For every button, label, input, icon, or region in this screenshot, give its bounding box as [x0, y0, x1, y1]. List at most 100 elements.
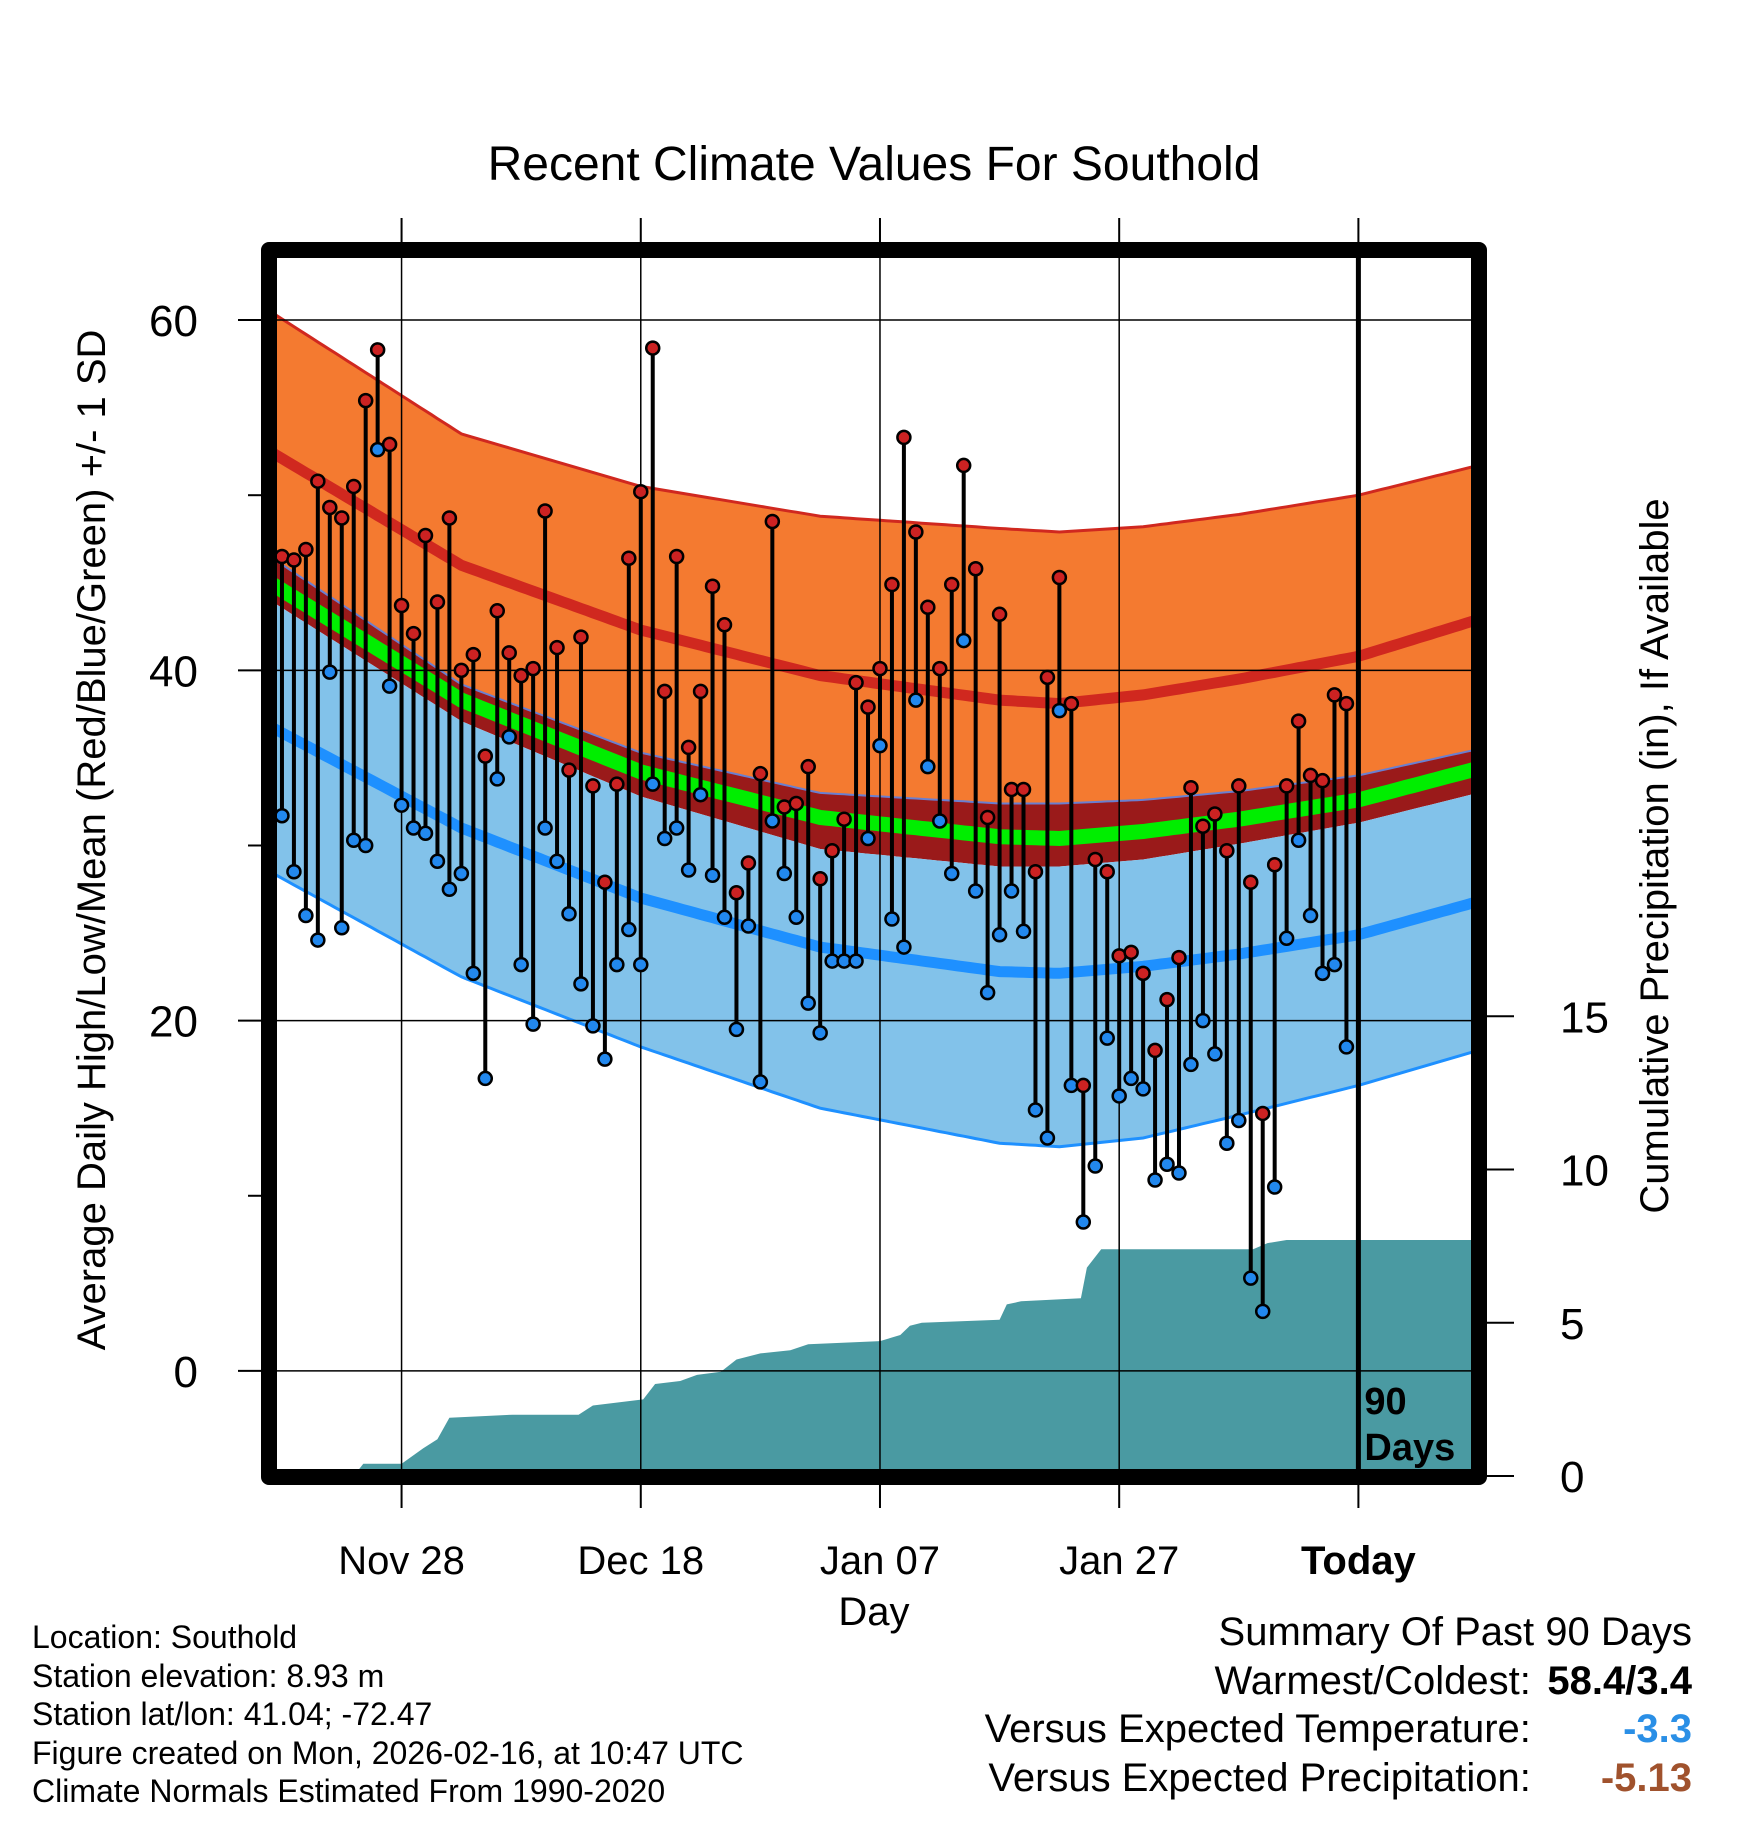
low-point: [1051, 702, 1068, 719]
high-point: [1195, 818, 1211, 834]
low-point: [1278, 930, 1295, 947]
high-point: [429, 594, 446, 610]
low-point: [1111, 1088, 1127, 1104]
high-point: [286, 552, 302, 568]
low-point: [692, 786, 709, 803]
high-point: [644, 340, 661, 356]
low-point: [1338, 1039, 1355, 1055]
low-point: [1171, 1165, 1187, 1181]
low-point: [932, 813, 948, 829]
high-point: [800, 758, 816, 775]
low-point: [322, 664, 338, 680]
summary-temp: Versus Expected Temperature: -3.3: [985, 1705, 1692, 1754]
y2-axis-label: Cumulative Precipitation (in), If Availa…: [1633, 498, 1677, 1213]
low-point: [1195, 1012, 1211, 1029]
high-point: [1039, 669, 1056, 686]
low-point: [381, 678, 398, 694]
low-point: [1219, 1135, 1235, 1151]
low-normal-band: [270, 600, 1478, 1147]
high-point: [920, 599, 936, 616]
low-point: [752, 1074, 769, 1090]
summary-title: Summary Of Past 90 Days: [1218, 1610, 1692, 1654]
low-point: [776, 865, 793, 882]
high-point: [561, 762, 577, 778]
low-point: [1003, 883, 1020, 899]
high-point: [1075, 1077, 1092, 1094]
low-point: [1123, 1070, 1139, 1087]
high-point: [884, 576, 900, 593]
high-point: [633, 483, 649, 500]
high-point: [573, 629, 589, 645]
low-point: [1159, 1156, 1175, 1172]
low-point: [465, 965, 482, 982]
low-point: [967, 883, 984, 899]
low-point: [585, 1018, 601, 1034]
high-point: [1219, 842, 1235, 859]
high-point: [1099, 864, 1115, 880]
low-point: [334, 920, 350, 936]
precip-value: -5.13: [1600, 1755, 1692, 1800]
high-point: [1063, 695, 1080, 712]
y-tick-label: 60: [149, 297, 198, 346]
y2-tick-label: 5: [1560, 1300, 1584, 1349]
high-point: [441, 510, 458, 526]
high-point: [824, 842, 840, 859]
high-point: [334, 510, 350, 526]
plot-frame: [261, 242, 1487, 1485]
low-point: [812, 1025, 828, 1041]
high-point: [465, 646, 482, 663]
summary-warmest-coldest: Warmest/Coldest: 58.4/3.4: [985, 1657, 1693, 1706]
high-point: [1159, 991, 1175, 1008]
low-point: [896, 939, 912, 955]
chart-title: Recent Climate Values For Southold: [488, 138, 1261, 191]
warmest-coldest-label: Warmest/Coldest:: [1214, 1658, 1531, 1703]
low-point: [1314, 965, 1331, 982]
high-point: [1231, 778, 1247, 794]
high-point: [1326, 687, 1343, 703]
low-point: [920, 758, 936, 775]
high-point: [1135, 965, 1151, 982]
high-point: [728, 885, 745, 901]
high-point: [752, 765, 769, 782]
high-point: [943, 576, 960, 593]
precip-area: [270, 1240, 1478, 1476]
low-point: [513, 956, 529, 973]
high-point: [788, 795, 805, 812]
low-point: [884, 911, 900, 927]
low-point: [561, 906, 577, 922]
summary-panel: Summary Of Past 90 Days Warmest/Coldest:…: [985, 1608, 1692, 1802]
high-point: [704, 578, 721, 595]
high-point: [764, 513, 781, 530]
low-point: [1015, 923, 1032, 940]
low-point: [573, 976, 589, 992]
high-point: [393, 597, 410, 614]
high-point: [836, 811, 852, 827]
low-point: [1147, 1172, 1163, 1188]
x-tick-label: Nov 28: [338, 1539, 465, 1583]
high-point: [1147, 1042, 1163, 1059]
high-point: [1183, 779, 1199, 796]
high-point: [597, 874, 613, 891]
low-point: [597, 1051, 613, 1067]
low-point: [764, 813, 781, 829]
summary-precip: Versus Expected Precipitation: -5.13: [985, 1754, 1692, 1803]
low-point: [298, 907, 314, 924]
today-label-days: Days: [1364, 1427, 1455, 1469]
x-axis-label: Day: [838, 1590, 909, 1634]
low-point: [943, 865, 960, 882]
low-point: [788, 909, 805, 926]
low-point: [429, 853, 446, 869]
low-point: [704, 867, 721, 884]
high-point: [537, 503, 553, 519]
high-point: [1290, 713, 1307, 729]
mean-normal-line: [270, 576, 1478, 847]
low-point: [310, 932, 326, 948]
low-point: [1207, 1046, 1223, 1062]
high-point: [740, 855, 757, 871]
station-info: Location: Southold Station elevation: 8.…: [32, 1618, 744, 1811]
high-point: [1338, 695, 1355, 712]
high-point: [908, 524, 924, 540]
low-point: [477, 1070, 494, 1087]
high-point: [489, 603, 505, 619]
high-mean-line: [270, 446, 1478, 710]
